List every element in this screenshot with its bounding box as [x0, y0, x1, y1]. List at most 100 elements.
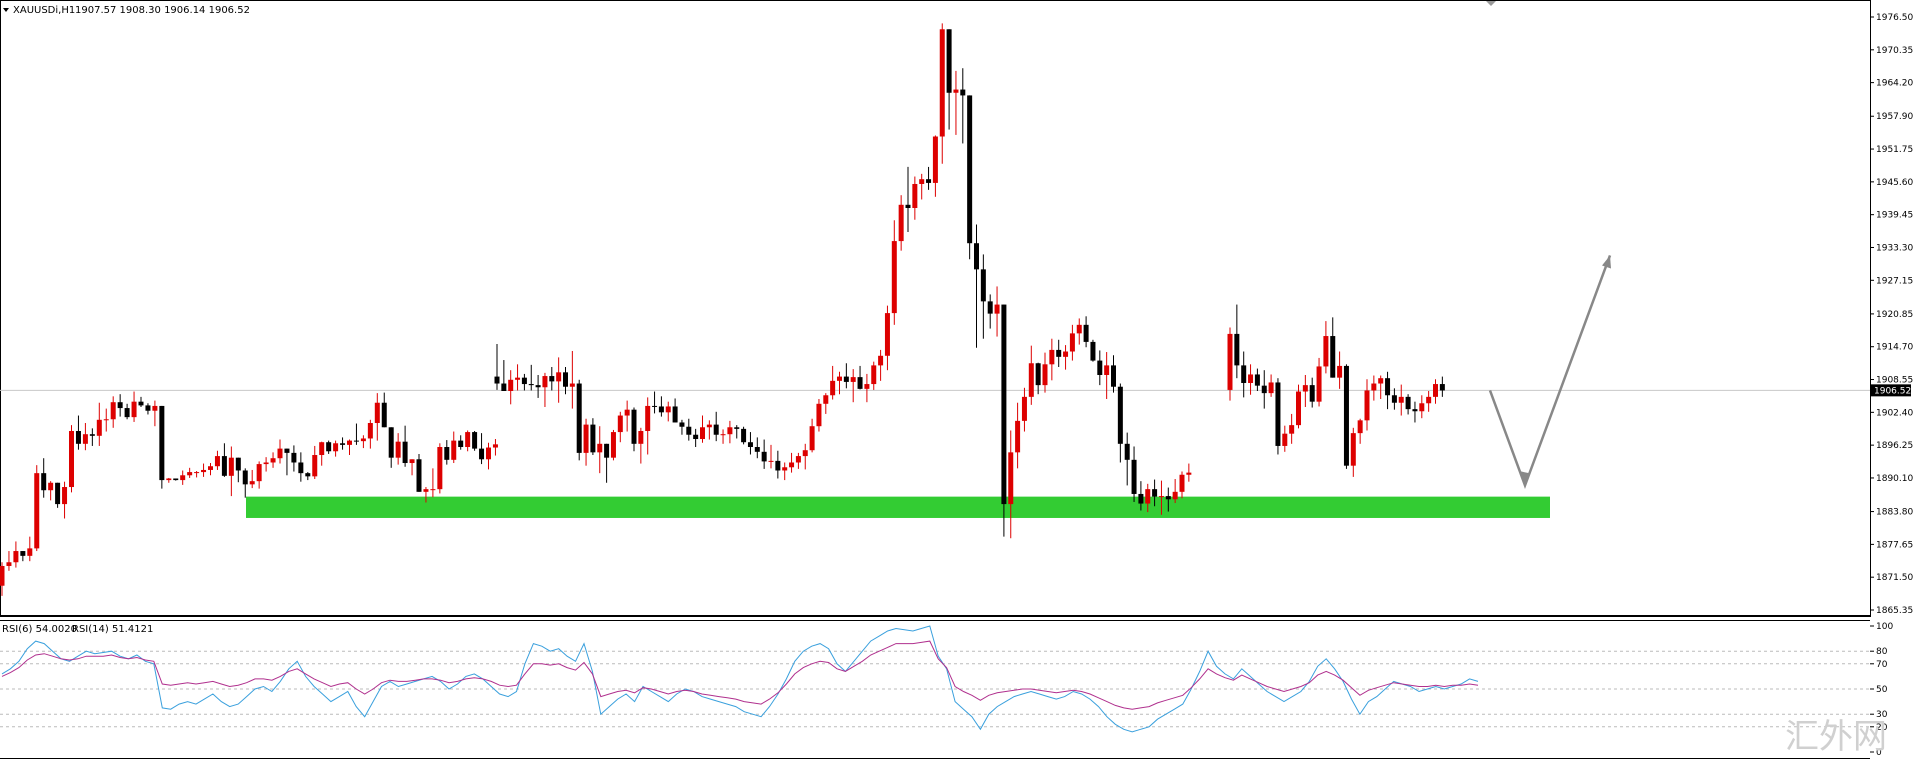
candle-body: [152, 405, 158, 411]
candle-body: [953, 89, 959, 93]
candle-body: [926, 179, 932, 183]
candle-body: [501, 383, 507, 391]
candle-body: [535, 385, 541, 388]
candle-body: [569, 383, 575, 387]
price-tick-label: 1957.90: [1876, 112, 1913, 122]
candle-body: [395, 441, 401, 458]
candle-body: [652, 405, 658, 407]
candle-body: [444, 447, 450, 460]
candle-body: [994, 304, 1000, 314]
candle-body: [270, 458, 276, 463]
candle-body: [1131, 459, 1137, 494]
candle-body: [645, 405, 651, 432]
current-price-box: [1871, 384, 1911, 397]
candle-body: [871, 365, 877, 385]
candle-body: [1261, 385, 1267, 394]
candle-body: [416, 459, 422, 492]
candle-body: [1104, 365, 1110, 375]
candle-body: [381, 402, 387, 428]
shift-marker-icon[interactable]: [1486, 1, 1496, 6]
candle-body: [249, 481, 255, 485]
candle-body: [713, 424, 719, 435]
price-tick-label: 1890.10: [1876, 474, 1913, 484]
rsi-axis: 100 80 70 50 30 20 0: [1870, 622, 1893, 758]
candle-body: [6, 562, 12, 566]
candle-body: [795, 456, 801, 463]
candle-body: [145, 405, 151, 411]
candle-body: [492, 444, 498, 448]
candle-body: [837, 376, 842, 381]
candle-body: [402, 441, 408, 464]
price-tick-label: 1871.50: [1876, 573, 1913, 583]
candle-body: [180, 475, 186, 481]
candle-body: [1227, 333, 1233, 390]
candle-body: [1124, 443, 1130, 460]
candle-body: [1371, 383, 1377, 391]
price-tick-label: 1927.15: [1876, 276, 1913, 286]
candle-body: [747, 442, 753, 448]
candle-body: [782, 467, 788, 471]
candle-body: [1083, 324, 1089, 342]
candle-body: [905, 204, 911, 208]
candle-body: [884, 313, 890, 356]
candle-body: [1337, 365, 1343, 378]
candle-body: [1179, 474, 1185, 492]
candle-body: [823, 395, 829, 404]
current-price-label: 1906.52: [1874, 386, 1911, 396]
candle-body: [1433, 384, 1438, 397]
candle-body: [1028, 363, 1034, 397]
candle-body: [987, 301, 993, 314]
candle-body: [549, 376, 555, 382]
candle-body: [103, 419, 109, 421]
candle-body: [1426, 396, 1432, 404]
candle-body: [1117, 386, 1123, 444]
candle-body: [624, 409, 630, 416]
candle-body: [20, 551, 26, 556]
candle-body: [1172, 491, 1178, 500]
candle-body: [451, 440, 457, 460]
candle-body: [857, 377, 863, 389]
candle-body: [700, 427, 705, 440]
candle-body: [34, 473, 40, 549]
candle-body: [166, 478, 172, 481]
candle-body: [1015, 420, 1021, 453]
candle-body: [472, 432, 478, 449]
dropdown-triangle-icon[interactable]: [3, 8, 9, 12]
candle-body: [638, 431, 644, 444]
candle-body: [898, 204, 904, 242]
candle-body: [110, 402, 116, 420]
candle-body: [967, 95, 973, 244]
candle-body: [1316, 366, 1322, 402]
price-tick-label: 1877.65: [1876, 540, 1913, 550]
candle-body: [1268, 382, 1274, 394]
candle-body: [960, 89, 966, 96]
projection-arrow-layer: [1488, 255, 1612, 490]
candle-body: [374, 402, 380, 424]
candle-body: [734, 427, 740, 429]
candle-body: [235, 457, 241, 471]
price-tick-label: 1896.25: [1876, 441, 1913, 451]
candle-body: [1323, 336, 1329, 367]
candle-body: [1111, 365, 1116, 387]
candle-body: [939, 29, 945, 137]
candle-body: [1248, 374, 1254, 383]
candle-body: [13, 551, 19, 563]
candle-body: [1145, 489, 1151, 504]
candle-body: [201, 469, 207, 473]
candle-body: [864, 384, 870, 389]
candle-body: [41, 473, 47, 491]
candle-body: [1350, 433, 1356, 466]
candle-body: [515, 377, 521, 380]
candle-body: [75, 431, 81, 444]
chart-ohlc-label: 1907.57 1908.30 1906.14 1906.52: [75, 5, 250, 16]
candle-body: [878, 355, 884, 366]
candle-body: [1419, 403, 1425, 412]
candle-body: [159, 405, 165, 481]
candle-body: [679, 422, 685, 427]
candle-body: [1069, 333, 1075, 352]
rsi-layer: [0, 625, 1870, 733]
candle-body: [1405, 396, 1411, 410]
candle-body: [131, 401, 137, 418]
rsi-tick-label: 100: [1876, 622, 1893, 632]
candles-layer: [0, 23, 1445, 596]
